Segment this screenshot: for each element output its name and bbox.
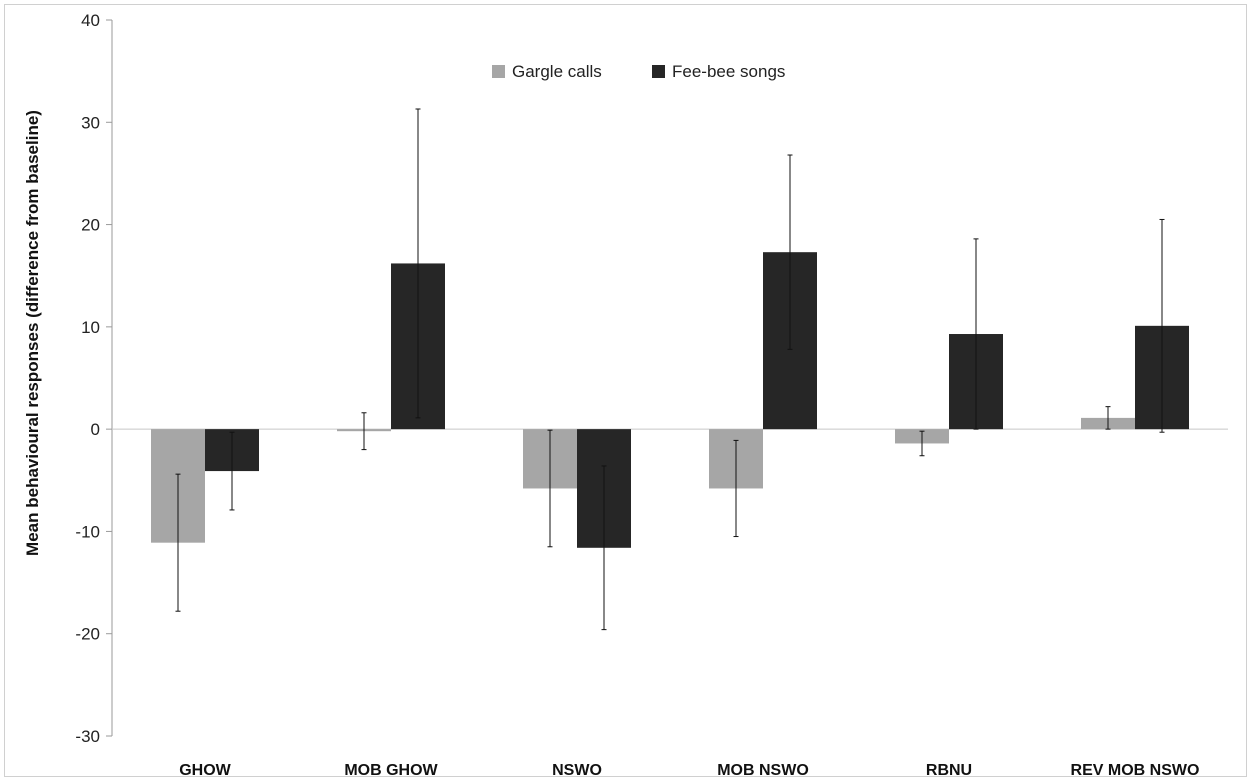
y-tick-label: 30 xyxy=(81,113,100,132)
legend-swatch xyxy=(652,65,665,78)
y-tick-label: 20 xyxy=(81,216,100,235)
legend-label: Fee-bee songs xyxy=(672,62,785,81)
y-tick-label: -30 xyxy=(75,727,100,746)
x-category-label: RBNU xyxy=(926,762,972,779)
legend: Gargle calls Fee-bee songs xyxy=(492,62,785,81)
y-tick-label: -10 xyxy=(75,522,100,541)
y-axis-title: Mean behavioural responses (difference f… xyxy=(23,110,42,556)
chart-frame xyxy=(4,4,1247,777)
x-category-label: MOB NSWO xyxy=(717,762,809,779)
legend-label: Gargle calls xyxy=(512,62,602,81)
x-category-label: NSWO xyxy=(552,762,602,779)
bars xyxy=(151,252,1189,548)
y-tick-label: 10 xyxy=(81,318,100,337)
x-category-label: GHOW xyxy=(179,762,231,779)
x-axis-labels: GHOW MOB GHOW NSWO MOB NSWO RBNU REV MOB NSWO xyxy=(179,762,1199,779)
error-bars xyxy=(175,108,1165,631)
legend-swatch xyxy=(492,65,505,78)
y-tick-label: -20 xyxy=(75,625,100,644)
x-category-label: MOB GHOW xyxy=(344,762,438,779)
y-axis: -30 -20 -10 0 10 20 30 40 xyxy=(75,11,1228,746)
x-category-label: REV MOB NSWO xyxy=(1071,762,1200,779)
y-tick-label: 0 xyxy=(91,420,100,439)
y-tick-label: 40 xyxy=(81,11,100,30)
